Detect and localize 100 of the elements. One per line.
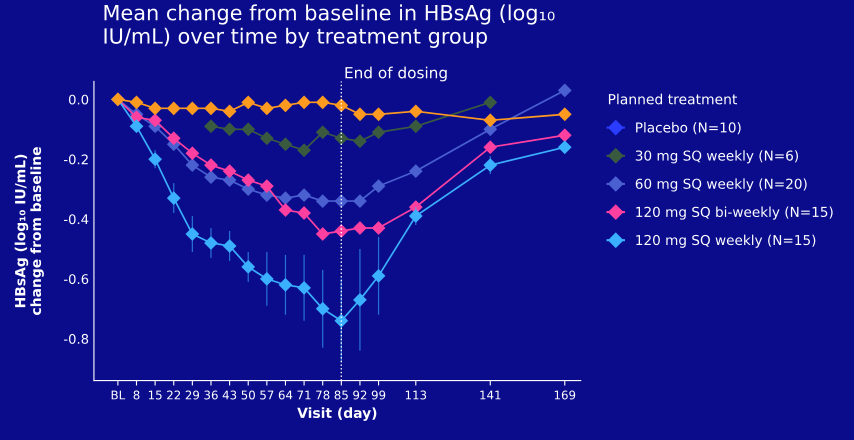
point xyxy=(353,108,367,121)
point xyxy=(260,180,274,193)
x-tick-label: 78 xyxy=(316,390,330,400)
point xyxy=(148,114,162,127)
point xyxy=(297,206,311,220)
point xyxy=(484,158,497,172)
x-tick-label: BL xyxy=(112,390,126,400)
point xyxy=(353,293,367,306)
y-tick-label: -0.6 xyxy=(64,274,88,284)
point xyxy=(353,221,367,235)
legend-label: 120 mg SQ bi-weekly (N=15) xyxy=(636,206,833,220)
x-tick-label: 99 xyxy=(372,390,386,400)
point xyxy=(409,164,422,178)
point xyxy=(372,269,386,282)
point xyxy=(278,192,292,205)
x-tick-label: 64 xyxy=(278,390,292,400)
point xyxy=(334,224,348,238)
point xyxy=(484,140,497,154)
point xyxy=(148,152,162,166)
x-tick-label: 169 xyxy=(554,390,576,400)
y-tick-label: -0.4 xyxy=(64,214,88,224)
point xyxy=(223,122,236,136)
x-tick-label: 29 xyxy=(186,390,200,400)
point xyxy=(316,126,330,139)
point xyxy=(204,102,218,115)
point xyxy=(372,126,386,139)
point xyxy=(372,108,386,121)
y-tick-label: -0.2 xyxy=(64,154,88,164)
point xyxy=(353,194,367,208)
point xyxy=(297,96,311,109)
point xyxy=(130,120,144,133)
point xyxy=(409,104,422,118)
point xyxy=(558,108,572,121)
x-tick-label: 22 xyxy=(167,390,180,400)
point xyxy=(186,227,199,241)
ref-line-label: End of dosing xyxy=(345,66,447,82)
legend-label: 30 mg SQ weekly (N=6) xyxy=(636,150,798,164)
x-tick-label: 36 xyxy=(204,390,218,400)
x-axis-title: Visit (day) xyxy=(297,407,376,421)
point xyxy=(316,227,330,241)
y-tick-label: -0.8 xyxy=(64,334,88,344)
x-tick-label: 8 xyxy=(134,390,140,400)
point xyxy=(223,104,236,118)
point xyxy=(186,146,199,160)
point xyxy=(260,102,274,115)
point xyxy=(372,180,386,193)
x-tick-label: 113 xyxy=(406,390,426,400)
legend-label: 120 mg SQ weekly (N=15) xyxy=(636,234,816,248)
point xyxy=(353,134,367,148)
point xyxy=(316,194,330,208)
y-axis-title: HBsAg (log₁₀ IU/mL) change from baseline xyxy=(14,147,44,315)
x-tick-label: 57 xyxy=(260,390,274,400)
point xyxy=(297,188,311,202)
point xyxy=(204,158,218,172)
legend-title: Planned treatment xyxy=(608,94,738,104)
point xyxy=(167,192,180,205)
x-tick-label: 15 xyxy=(148,390,162,400)
legend-label: Placebo (N=10) xyxy=(636,122,741,134)
point xyxy=(558,140,572,154)
point xyxy=(242,96,255,109)
point xyxy=(223,239,236,253)
point xyxy=(278,138,292,151)
point xyxy=(148,102,162,115)
point xyxy=(130,96,144,109)
point xyxy=(223,164,236,178)
point xyxy=(278,98,292,112)
point xyxy=(334,98,348,112)
point xyxy=(242,174,255,187)
point xyxy=(167,132,180,145)
legend-label: 60 mg SQ weekly (N=20) xyxy=(636,178,807,192)
point xyxy=(204,236,218,250)
x-tick-label: 141 xyxy=(480,390,500,400)
x-tick-label: 43 xyxy=(222,390,236,400)
point xyxy=(484,114,497,127)
chart-title: Mean change from baseline in HBsAg (log₁₀ IU/mL) over time by treatment group xyxy=(104,4,555,48)
point xyxy=(278,203,292,217)
point xyxy=(558,128,572,142)
point xyxy=(297,281,311,294)
point xyxy=(484,96,497,109)
point xyxy=(297,144,311,157)
point xyxy=(316,96,330,109)
point xyxy=(186,102,199,115)
point xyxy=(260,132,274,145)
point xyxy=(334,132,348,145)
point xyxy=(409,120,422,133)
point xyxy=(409,209,422,223)
point xyxy=(167,102,180,115)
point xyxy=(204,120,218,133)
point xyxy=(316,302,330,316)
x-tick-label: 85 xyxy=(334,390,348,400)
point xyxy=(242,122,255,136)
point xyxy=(334,194,348,208)
point xyxy=(334,314,348,328)
point xyxy=(204,170,218,184)
x-tick-label: 92 xyxy=(353,390,366,400)
point xyxy=(242,260,255,274)
y-tick-label: 0.0 xyxy=(68,94,88,105)
x-tick-label: 71 xyxy=(298,390,310,400)
point xyxy=(558,84,572,97)
point xyxy=(372,221,386,235)
